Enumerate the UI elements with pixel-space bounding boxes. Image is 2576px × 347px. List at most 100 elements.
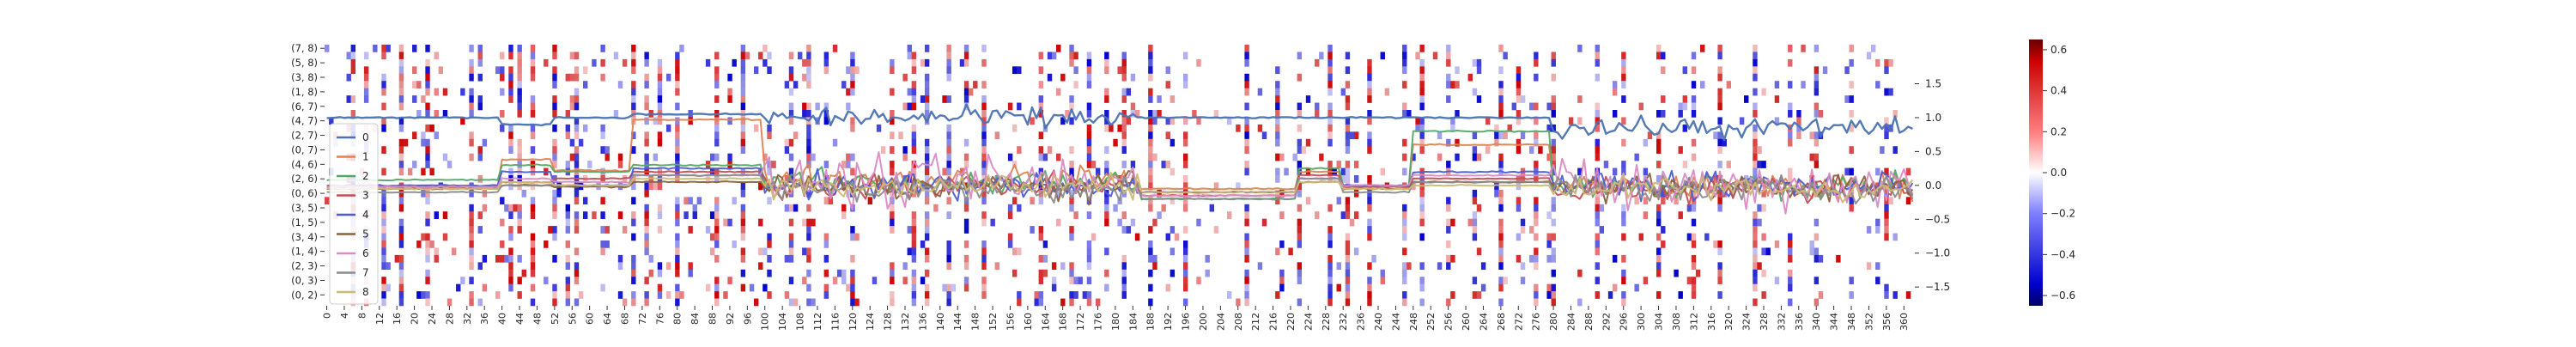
- heatmap-cell: [1844, 167, 1850, 176]
- heatmap-cell: [1551, 124, 1556, 132]
- heatmap-cell: [1446, 197, 1451, 205]
- heatmap-cell: [657, 204, 663, 212]
- heatmap-cell: [1551, 298, 1556, 307]
- heatmap-cell: [1551, 102, 1556, 111]
- heatmap-cell: [398, 218, 404, 227]
- heatmap-cell: [1480, 283, 1486, 292]
- heatmap-cell: [890, 211, 895, 219]
- heatmap-cell: [767, 254, 772, 263]
- heatmap-cell: [1450, 218, 1455, 227]
- heatmap-cell: [508, 247, 513, 256]
- heatmap-cell: [1196, 218, 1201, 227]
- heatmap-cell: [1121, 117, 1127, 125]
- heatmap-cell: [1595, 52, 1600, 60]
- heatmap-cell: [924, 218, 930, 227]
- x-tick-label: 296: [1619, 313, 1630, 331]
- heatmap-cell: [517, 110, 522, 118]
- heatmap-cell: [1717, 247, 1722, 256]
- heatmap-cell: [1507, 124, 1512, 132]
- heatmap-cell: [477, 45, 483, 52]
- heatmap-cell: [617, 254, 623, 263]
- heatmap-cell: [1069, 204, 1074, 212]
- heatmap-cell: [513, 204, 518, 212]
- heatmap-cell: [1796, 124, 1801, 132]
- heatmap-cell: [1656, 218, 1662, 227]
- heatmap-cell: [1297, 277, 1303, 284]
- heatmap-cell: [1801, 45, 1806, 52]
- heatmap-cell: [1520, 131, 1526, 140]
- heatmap-cell: [1446, 138, 1451, 147]
- heatmap-cell: [1880, 146, 1885, 154]
- heatmap-cell: [425, 277, 430, 284]
- heatmap-cell: [850, 269, 855, 277]
- heatmap-cell: [675, 124, 680, 132]
- heatmap-cell: [981, 131, 987, 140]
- heatmap-cell: [521, 269, 526, 277]
- heatmap-cell: [1691, 95, 1697, 103]
- heatmap-cell: [1472, 153, 1478, 161]
- heatmap-cell: [1516, 88, 1522, 96]
- heatmap-cell: [981, 254, 987, 263]
- heatmap-cell: [429, 240, 434, 248]
- heatmap-cell: [1726, 161, 1732, 168]
- heatmap-cell: [981, 262, 987, 271]
- heatmap-cell: [1380, 52, 1385, 60]
- heatmap-cell: [1157, 95, 1162, 103]
- heatmap-cell: [1038, 66, 1044, 75]
- heatmap-cell: [1121, 269, 1127, 277]
- heatmap-cell: [788, 218, 794, 227]
- heatmap-cell: [675, 262, 680, 271]
- heatmap-cell: [1402, 226, 1407, 234]
- heatmap-cell: [1612, 88, 1618, 96]
- heatmap-cell: [1621, 211, 1626, 219]
- heatmap-cell: [1244, 233, 1249, 241]
- heatmap-cell: [1844, 66, 1850, 75]
- heatmap-cell: [811, 153, 816, 161]
- heatmap-cell: [1546, 254, 1552, 263]
- heatmap-cell: [841, 269, 847, 277]
- heatmap-cell: [1182, 204, 1188, 212]
- x-tick-label: 348: [1846, 313, 1857, 331]
- heatmap-cell: [1546, 233, 1552, 241]
- heatmap-cell: [740, 204, 746, 212]
- heatmap-cell: [425, 298, 430, 307]
- heatmap-cell: [1849, 45, 1854, 52]
- heatmap-cell: [1678, 102, 1683, 111]
- heatmap-cell: [1327, 262, 1333, 271]
- heatmap-cell: [1047, 73, 1053, 82]
- heatmap-cell: [1196, 58, 1201, 67]
- heatmap-cell: [517, 88, 522, 96]
- x-tick-label: 28: [444, 313, 455, 325]
- heatmap-cell: [788, 277, 794, 284]
- heatmap-cell: [740, 58, 746, 67]
- heatmap-cell: [657, 95, 663, 103]
- heatmap-cell: [675, 269, 680, 277]
- heatmap-cell: [806, 102, 811, 111]
- heatmap-cell: [771, 161, 776, 168]
- heatmap-cell: [1818, 110, 1824, 118]
- heatmap-cell: [631, 218, 636, 227]
- heatmap-cell: [1367, 81, 1372, 88]
- heatmap-cell: [981, 45, 987, 52]
- heatmap-cell: [1796, 110, 1801, 118]
- x-tick-label: 288: [1583, 313, 1595, 331]
- heatmap-cell: [495, 66, 501, 75]
- heatmap-cell: [946, 262, 951, 271]
- heatmap-cell: [1069, 52, 1074, 60]
- heatmap-cell: [1516, 146, 1522, 154]
- y-tick-label: (3, 5): [291, 202, 318, 214]
- heatmap-cell: [1419, 262, 1425, 271]
- heatmap-cell: [1446, 73, 1451, 82]
- heatmap-cell: [802, 247, 807, 256]
- heatmap-cell: [1073, 66, 1078, 75]
- heatmap-cell: [403, 138, 409, 147]
- heatmap-cell: [1621, 81, 1626, 88]
- heatmap-cell: [1182, 175, 1188, 183]
- heatmap-cell: [1353, 131, 1359, 140]
- heatmap-cell: [1884, 226, 1889, 234]
- heatmap-cell: [657, 262, 663, 271]
- x-tick-label: 172: [1075, 313, 1086, 331]
- heatmap-cell: [1801, 81, 1806, 88]
- legend-label: 8: [362, 286, 369, 298]
- heatmap-cell: [1455, 81, 1460, 88]
